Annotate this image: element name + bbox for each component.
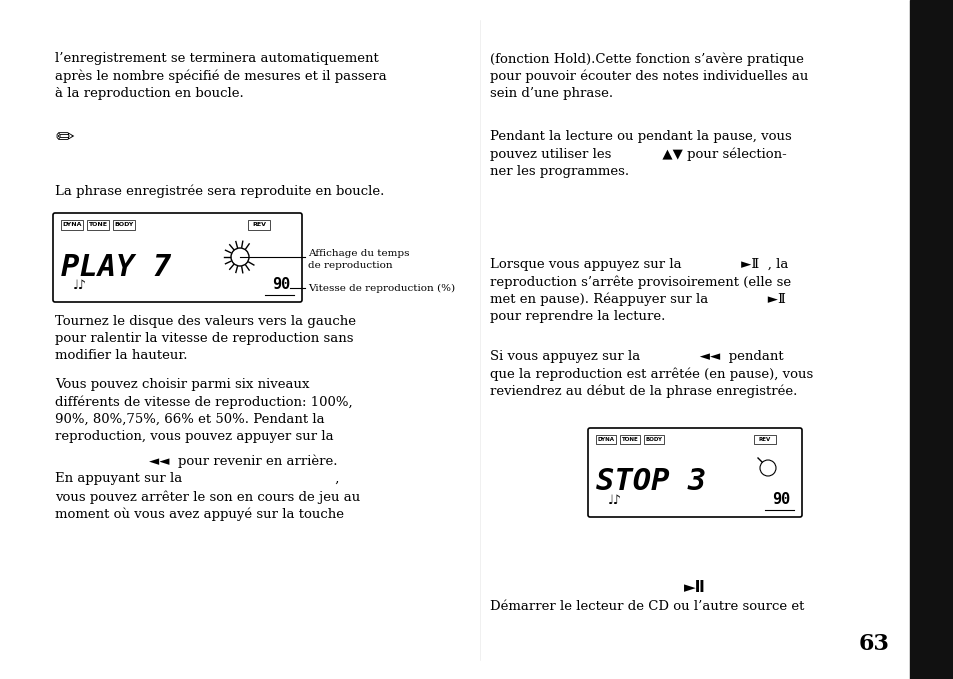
Text: ♩♪: ♩♪ [607, 494, 621, 507]
FancyBboxPatch shape [619, 435, 639, 444]
Text: TONE: TONE [621, 437, 638, 442]
Circle shape [231, 248, 249, 266]
Text: Vitesse de reproduction (%): Vitesse de reproduction (%) [308, 283, 455, 293]
Text: Si vous appuyez sur la              ◄◄  pendant
que la reproduction est arrêtée : Si vous appuyez sur la ◄◄ pendant que la… [490, 350, 812, 399]
Text: Démarrer le lecteur de CD ou l’autre source et: Démarrer le lecteur de CD ou l’autre sou… [490, 600, 803, 613]
FancyBboxPatch shape [596, 435, 616, 444]
Text: ◄◄  pour revenir en arrière.: ◄◄ pour revenir en arrière. [115, 455, 337, 469]
Text: Tournez le disque des valeurs vers la gauche
pour ralentir la vitesse de reprodu: Tournez le disque des valeurs vers la ga… [55, 315, 355, 362]
Text: ✏: ✏ [55, 128, 73, 148]
FancyBboxPatch shape [61, 220, 83, 230]
Text: TONE: TONE [89, 223, 108, 227]
Text: 90: 90 [272, 277, 290, 292]
Text: Lorsque vous appuyez sur la              ►Ⅱ  , la
reproduction s’arrête provisoi: Lorsque vous appuyez sur la ►Ⅱ , la repr… [490, 258, 790, 323]
Text: 90: 90 [771, 492, 789, 507]
Text: REV: REV [252, 223, 266, 227]
Text: REV: REV [758, 437, 770, 442]
Circle shape [760, 460, 775, 476]
Text: vous pouvez arrêter le son en cours de jeu au
moment où vous avez appuyé sur la : vous pouvez arrêter le son en cours de j… [55, 490, 360, 521]
Text: Vous pouvez choisir parmi six niveaux
différents de vitesse de reproduction: 100: Vous pouvez choisir parmi six niveaux di… [55, 378, 353, 443]
FancyBboxPatch shape [112, 220, 135, 230]
Text: STOP 3: STOP 3 [596, 468, 705, 496]
FancyBboxPatch shape [587, 428, 801, 517]
FancyBboxPatch shape [643, 435, 663, 444]
Text: BODY: BODY [645, 437, 661, 442]
Text: 63: 63 [859, 633, 889, 655]
FancyBboxPatch shape [53, 213, 302, 302]
FancyBboxPatch shape [248, 220, 270, 230]
Text: ►Ⅱ: ►Ⅱ [683, 581, 705, 595]
FancyBboxPatch shape [87, 220, 109, 230]
Text: Pendant la lecture ou pendant la pause, vous
pouvez utiliser les            ▲▼ p: Pendant la lecture ou pendant la pause, … [490, 130, 791, 178]
Text: (fonction Hold).Cette fonction s’avère pratique
pour pouvoir écouter des notes i: (fonction Hold).Cette fonction s’avère p… [490, 52, 807, 100]
Text: DYNA: DYNA [597, 437, 614, 442]
Text: l’enregistrement se terminera automatiquement
après le nombre spécifié de mesure: l’enregistrement se terminera automatiqu… [55, 52, 386, 100]
Text: BODY: BODY [114, 223, 133, 227]
Text: PLAY 7: PLAY 7 [61, 253, 172, 282]
FancyBboxPatch shape [753, 435, 775, 444]
Text: Affichage du temps: Affichage du temps [308, 249, 409, 257]
Text: En appuyant sur la                                    ,: En appuyant sur la , [55, 472, 339, 485]
Text: La phrase enregistrée sera reproduite en boucle.: La phrase enregistrée sera reproduite en… [55, 185, 384, 198]
Text: de reproduction: de reproduction [308, 261, 393, 270]
Bar [909, 0, 953, 679]
Text: ♩♪: ♩♪ [73, 279, 87, 292]
Text: DYNA: DYNA [62, 223, 82, 227]
